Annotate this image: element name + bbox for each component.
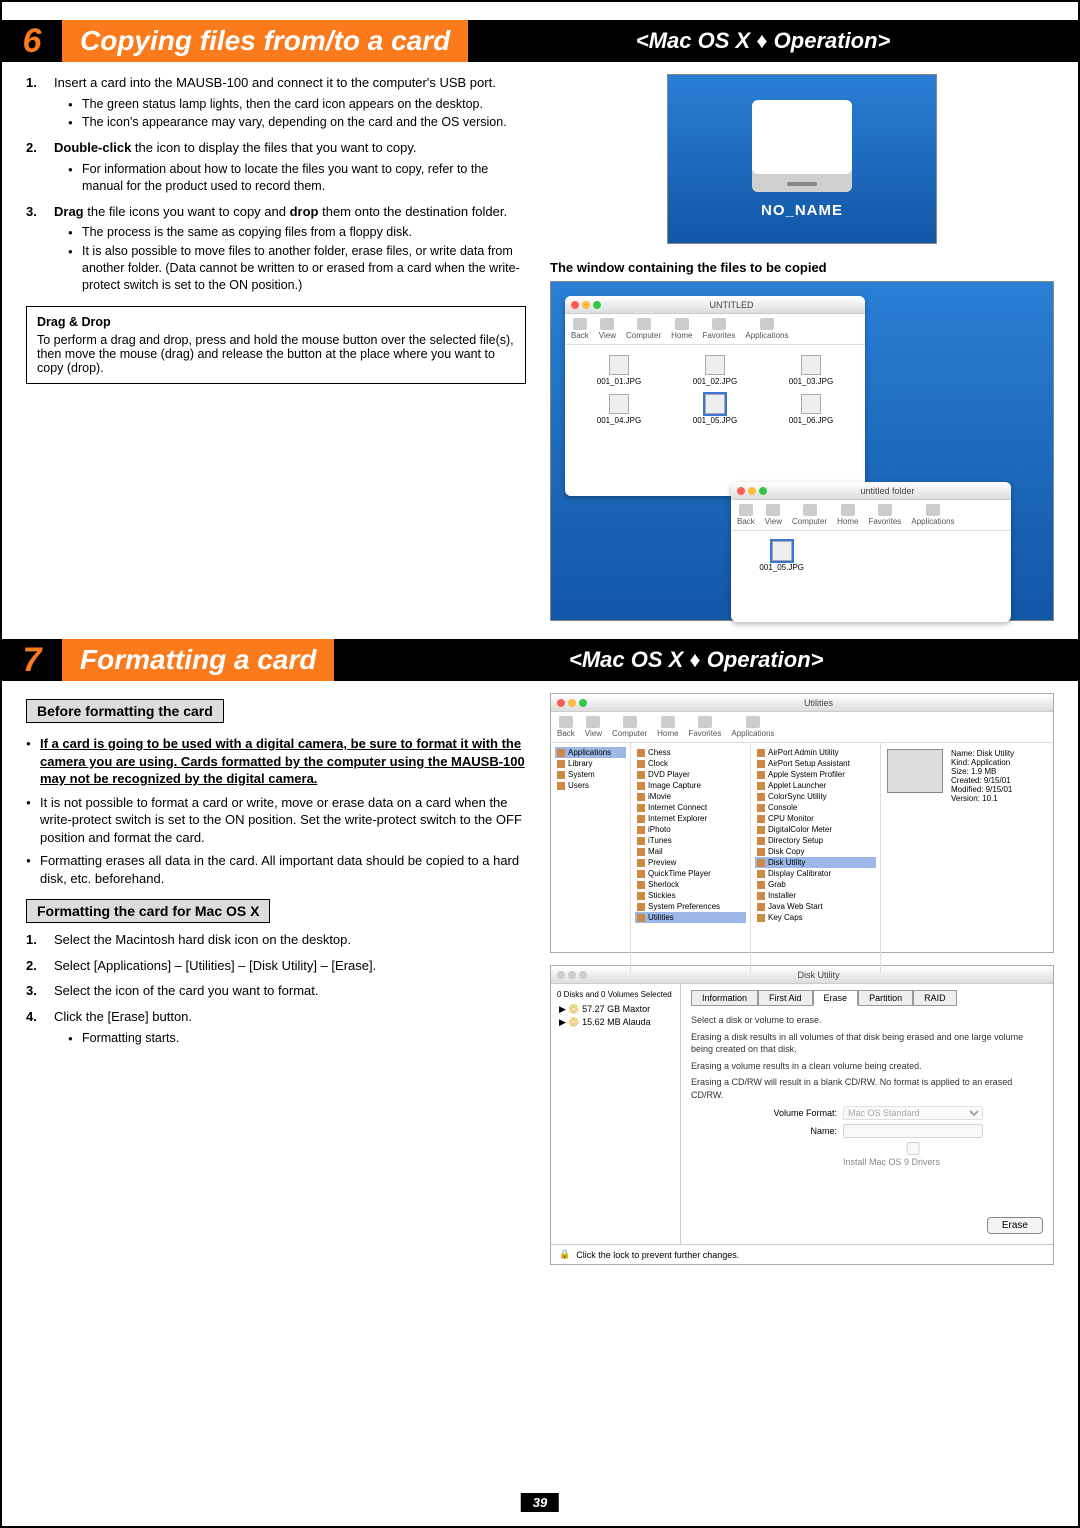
tab-partition[interactable]: Partition (858, 990, 913, 1006)
column-item: Library (555, 758, 626, 769)
utilities-screenshot: Utilities Back View Computer Home Favori… (550, 693, 1054, 953)
finder-window-source: UNTITLED Back View Computer Home Favorit… (565, 296, 865, 496)
disk-utility-screenshot: Disk Utility 0 Disks and 0 Volumes Selec… (550, 965, 1054, 1265)
warning-bullet: If a card is going to be used with a dig… (26, 735, 526, 788)
file-item-selected: 001_05.JPG (741, 541, 822, 572)
tip-body: To perform a drag and drop, press and ho… (37, 333, 515, 375)
file-item: 001_06.JPG (767, 394, 855, 425)
column-item: Java Web Start (755, 901, 876, 912)
disk-item: ▶ 📀 15.62 MB Alauda (557, 1016, 674, 1029)
file-item: 001_01.JPG (575, 355, 663, 386)
step-3: 3.Drag the file icons you want to copy a… (26, 203, 526, 294)
column-item: Internet Explorer (635, 813, 746, 824)
format-step-1: 1.Select the Macintosh hard disk icon on… (26, 931, 526, 949)
subheading-formatting: Formatting the card for Mac OS X (26, 899, 270, 923)
column-item: CPU Monitor (755, 813, 876, 824)
file-item: 001_03.JPG (767, 355, 855, 386)
column-item: Directory Setup (755, 835, 876, 846)
column-item: Mail (635, 846, 746, 857)
file-item-selected: 001_05.JPG (671, 394, 759, 425)
tab-raid[interactable]: RAID (913, 990, 957, 1006)
column-item: Display Calibrator (755, 868, 876, 879)
section-title: Copying files from/to a card (62, 20, 468, 62)
column-item: Chess (635, 747, 746, 758)
section-6-header: 6 Copying files from/to a card <Mac OS X… (2, 20, 1078, 62)
page-number: 39 (521, 1493, 559, 1512)
column-item: Key Caps (755, 912, 876, 923)
column-item: Applications (555, 747, 626, 758)
column-item: Grab (755, 879, 876, 890)
column-item: Console (755, 802, 876, 813)
lock-row: 🔒Click the lock to prevent further chang… (551, 1244, 1053, 1264)
tip-box-drag-drop: Drag & Drop To perform a drag and drop, … (26, 306, 526, 384)
screenshot-caption: The window containing the files to be co… (550, 260, 1054, 275)
file-item: 001_04.JPG (575, 394, 663, 425)
section-os: <Mac OS X ♦ Operation> (334, 639, 1078, 681)
column-item: AirPort Admin Utility (755, 747, 876, 758)
install-os9-checkbox[interactable] (843, 1142, 983, 1155)
steps-list: 1. Insert a card into the MAUSB-100 and … (26, 74, 526, 294)
column-item: Users (555, 780, 626, 791)
column-item: Disk Utility (755, 857, 876, 868)
tab-first-aid[interactable]: First Aid (758, 990, 813, 1006)
disk-drive-icon (752, 100, 852, 192)
column-item: Disk Copy (755, 846, 876, 857)
column-item: iMovie (635, 791, 746, 802)
section-7-header: 7 Formatting a card <Mac OS X ♦ Operatio… (2, 639, 1078, 681)
disk-item: ▶ 📀 57.27 GB Maxtor (557, 1003, 674, 1016)
column-item: System Preferences (635, 901, 746, 912)
format-step-3: 3.Select the icon of the card you want t… (26, 982, 526, 1000)
disk-utility-app-icon (887, 749, 943, 793)
erase-button[interactable]: Erase (987, 1217, 1043, 1234)
lock-icon[interactable]: 🔒 (559, 1249, 570, 1260)
column-item: Installer (755, 890, 876, 901)
section-number: 6 (2, 20, 62, 62)
column-item: Preview (635, 857, 746, 868)
subheading-before: Before formatting the card (26, 699, 224, 723)
step-1: 1. Insert a card into the MAUSB-100 and … (26, 74, 526, 131)
column-item: AirPort Setup Assistant (755, 758, 876, 769)
column-item: iTunes (635, 835, 746, 846)
format-step-4: 4.Click the [Erase] button. Formatting s… (26, 1008, 526, 1046)
column-item: Apple System Profiler (755, 769, 876, 780)
tab-erase[interactable]: Erase (813, 990, 859, 1006)
finder-screenshot: UNTITLED Back View Computer Home Favorit… (550, 281, 1054, 621)
name-input[interactable] (843, 1124, 983, 1138)
column-item: DVD Player (635, 769, 746, 780)
column-item: Image Capture (635, 780, 746, 791)
volume-format-select[interactable]: Mac OS Standard (843, 1106, 983, 1120)
format-step-2: 2.Select [Applications] – [Utilities] – … (26, 957, 526, 975)
column-item: Sherlock (635, 879, 746, 890)
disk-sidebar: 0 Disks and 0 Volumes Selected ▶ 📀 57.27… (551, 984, 681, 1244)
tip-title: Drag & Drop (37, 315, 515, 329)
finder-window-dest: untitled folder Back View Computer Home … (731, 482, 1011, 622)
column-item: DigitalColor Meter (755, 824, 876, 835)
drive-label: NO_NAME (761, 202, 843, 219)
step-2: 2.Double-click the icon to display the f… (26, 139, 526, 194)
section-os: <Mac OS X ♦ Operation> (468, 20, 1078, 62)
column-item: ColorSync Utility (755, 791, 876, 802)
column-item: Internet Connect (635, 802, 746, 813)
column-item: Applet Launcher (755, 780, 876, 791)
column-item: Stickies (635, 890, 746, 901)
tab-information[interactable]: Information (691, 990, 758, 1006)
section-number: 7 (2, 639, 62, 681)
drive-icon-desktop: NO_NAME (667, 74, 937, 244)
column-item: System (555, 769, 626, 780)
column-item: QuickTime Player (635, 868, 746, 879)
file-item: 001_02.JPG (671, 355, 759, 386)
column-item: Utilities (635, 912, 746, 923)
section-title: Formatting a card (62, 639, 334, 681)
column-item: iPhoto (635, 824, 746, 835)
tab-bar: Information First Aid Erase Partition RA… (691, 990, 1043, 1006)
column-item: Clock (635, 758, 746, 769)
